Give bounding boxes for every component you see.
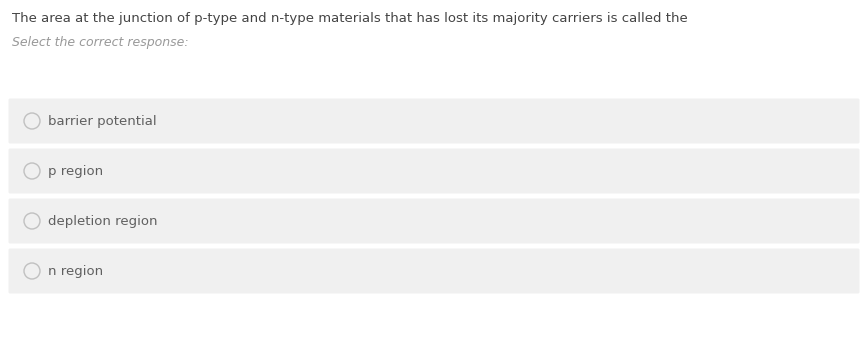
Circle shape — [24, 263, 40, 279]
Text: depletion region: depletion region — [48, 215, 157, 227]
FancyBboxPatch shape — [9, 248, 859, 294]
Text: The area at the junction of p-type and n-type materials that has lost its majori: The area at the junction of p-type and n… — [12, 12, 687, 25]
FancyBboxPatch shape — [9, 148, 859, 194]
Text: barrier potential: barrier potential — [48, 115, 156, 127]
Circle shape — [24, 163, 40, 179]
Text: Select the correct response:: Select the correct response: — [12, 36, 188, 49]
Text: p region: p region — [48, 164, 103, 178]
FancyBboxPatch shape — [9, 99, 859, 143]
Text: n region: n region — [48, 264, 103, 278]
Circle shape — [24, 113, 40, 129]
Circle shape — [24, 213, 40, 229]
FancyBboxPatch shape — [9, 199, 859, 243]
